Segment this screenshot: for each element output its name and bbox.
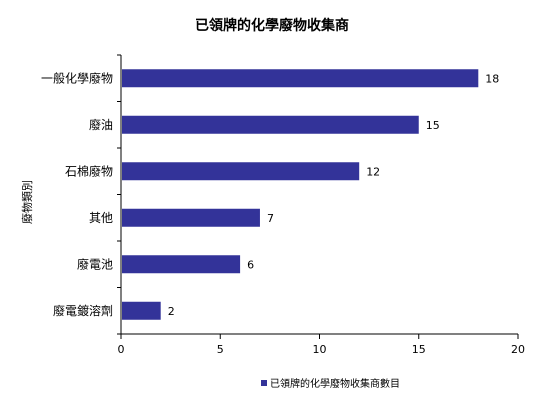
bar [122, 162, 360, 181]
data-label: 15 [426, 119, 440, 132]
category-label: 廢電鍍溶劑 [53, 303, 113, 318]
x-tick-label: 5 [217, 343, 224, 356]
data-label: 7 [267, 212, 274, 225]
bar [122, 115, 419, 134]
category-label: 一般化學廢物 [41, 70, 113, 85]
x-tick-label: 10 [313, 343, 327, 356]
category-label: 其他 [89, 211, 113, 225]
category-label: 廢電池 [77, 256, 113, 271]
x-tick-label: 0 [118, 343, 125, 356]
category-label: 廢油 [89, 117, 113, 132]
x-tick-label: 20 [511, 343, 525, 356]
x-tick-label: 15 [412, 343, 426, 356]
data-label: 2 [168, 305, 175, 318]
category-label: 石棉廢物 [65, 163, 113, 178]
bar [122, 69, 479, 88]
data-label: 12 [366, 165, 380, 178]
legend-swatch [261, 380, 267, 386]
bar [122, 208, 260, 227]
data-label: 6 [247, 258, 254, 271]
data-label: 18 [485, 72, 499, 85]
legend: 已領牌的化學廢物收集商數目 [261, 377, 400, 390]
legend-entry: 已領牌的化學廢物收集商數目 [270, 377, 400, 390]
bar [122, 255, 241, 274]
chart-title: 已領牌的化學廢物收集商 [195, 17, 349, 34]
bar [122, 301, 161, 320]
y-axis-title: 廢物類別 [20, 180, 34, 224]
